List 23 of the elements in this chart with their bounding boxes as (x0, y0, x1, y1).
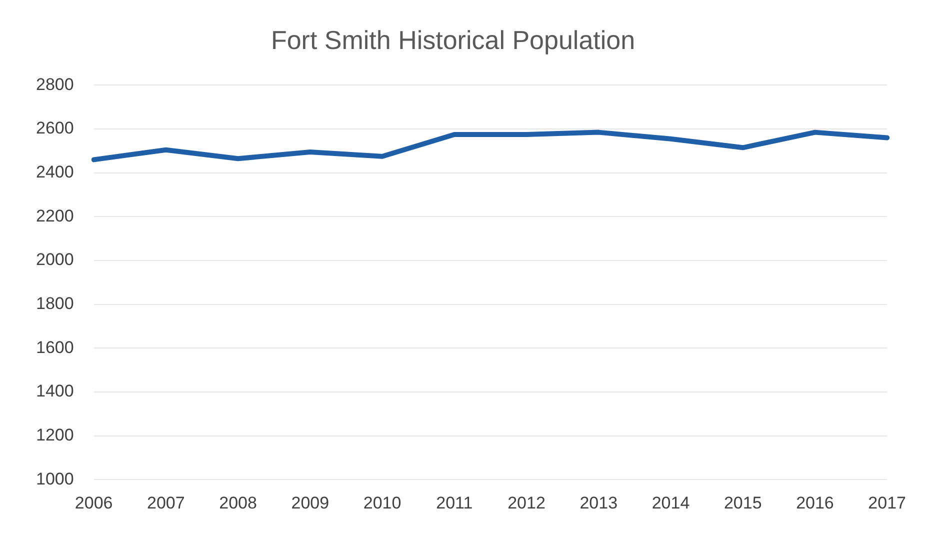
x-tick-label: 2015 (724, 493, 762, 512)
y-tick-label: 1200 (36, 425, 74, 444)
x-tick-label: 2012 (508, 493, 546, 512)
y-tick-label: 2800 (36, 74, 74, 94)
y-tick-label: 1600 (36, 338, 74, 357)
y-tick-label: 2600 (36, 118, 74, 138)
y-tick-label: 2000 (36, 250, 74, 270)
x-tick-label: 2009 (291, 493, 330, 512)
y-tick-label: 1000 (36, 469, 74, 488)
y-tick-label: 2400 (36, 162, 74, 182)
y-tick-label: 1400 (36, 382, 74, 401)
x-tick-label: 2014 (652, 493, 690, 512)
y-tick-label: 2200 (36, 206, 74, 226)
x-tick-label: 2010 (363, 493, 402, 512)
x-tick-label: 2017 (868, 493, 906, 512)
x-tick-label: 2011 (436, 493, 473, 512)
x-tick-label: 2006 (74, 493, 113, 512)
chart-title: Fort Smith Historical Population (270, 24, 636, 55)
x-tick-label: 2016 (796, 493, 834, 512)
y-tick-label: 1800 (36, 294, 74, 313)
x-tick-label: 2013 (580, 493, 618, 512)
x-tick-label: 2008 (219, 493, 257, 512)
x-tick-label: 2007 (147, 493, 185, 512)
